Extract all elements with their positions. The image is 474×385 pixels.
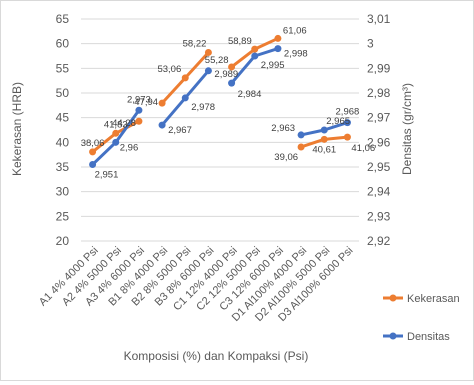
data-label-densitas: 2,951 (95, 170, 119, 181)
data-point-kekerasan (251, 45, 259, 53)
y2-tick-label: 2,92 (367, 234, 391, 248)
data-label-kekerasan: 47,94 (134, 97, 158, 108)
y-tick-label: 50 (56, 86, 70, 100)
data-label-kekerasan: 58,22 (183, 38, 207, 49)
legend: Kekerasan Densitas (383, 293, 460, 343)
y2-tick-label: 3 (367, 37, 374, 51)
data-label-kekerasan: 40,61 (312, 144, 336, 155)
y-axis-left-ticks: 20 25 30 35 40 45 50 55 60 65 (56, 12, 70, 248)
data-point-kekerasan (274, 34, 282, 42)
legend-item-densitas: Densitas (383, 331, 450, 343)
data-point-kekerasan (297, 143, 305, 151)
data-point-kekerasan (158, 99, 166, 107)
data-label-kekerasan: 41,83 (104, 119, 128, 130)
data-point-densitas (251, 52, 259, 60)
data-label-kekerasan: 41,06 (351, 143, 375, 154)
y-tick-label: 20 (56, 234, 70, 248)
y2-tick-label: 2,93 (367, 209, 391, 223)
legend-label-densitas: Densitas (407, 331, 450, 343)
data-label-densitas: 2,984 (238, 89, 262, 100)
data-point-densitas (204, 67, 212, 75)
y-tick-label: 55 (56, 61, 70, 75)
y-axis-right-ticks: 2,92 2,93 2,94 2,95 2,96 2,97 2,98 2,99 3 3,01 (367, 12, 391, 248)
y-tick-label: 45 (56, 111, 70, 125)
y-tick-label: 30 (56, 185, 70, 199)
data-label-densitas: 2,989 (214, 69, 238, 80)
data-label-kekerasan: 55,28 (205, 55, 229, 66)
data-point-kekerasan (112, 129, 120, 137)
data-point-densitas (135, 106, 143, 114)
data-point-kekerasan (181, 74, 189, 82)
data-point-densitas (112, 138, 120, 146)
data-point-kekerasan (228, 63, 236, 71)
data-label-densitas: 2,96 (120, 142, 139, 153)
y2-tick-label: 2,99 (367, 61, 391, 75)
data-point-densitas (228, 79, 236, 87)
y-axis-title: Kekerasan (HRB) (10, 82, 24, 176)
data-label-densitas: 2,995 (261, 60, 285, 71)
y2-tick-label: 2,98 (367, 86, 391, 100)
data-point-densitas (89, 161, 97, 169)
data-point-densitas (320, 126, 328, 134)
y2-axis-title: Densitas (gr/cm³) (400, 83, 414, 175)
data-point-densitas (343, 119, 351, 127)
data-label-densitas: 2,973 (127, 94, 151, 105)
y2-tick-label: 2,97 (367, 111, 391, 125)
data-point-kekerasan (89, 148, 97, 156)
data-point-kekerasan (343, 133, 351, 141)
data-point-densitas (297, 131, 305, 139)
data-point-densitas (181, 94, 189, 102)
data-label-kekerasan: 61,06 (283, 25, 307, 36)
series-lines (89, 34, 351, 169)
x-axis-title: Komposisi (%) dan Kompaksi (Psi) (124, 349, 309, 363)
data-point-kekerasan (320, 135, 328, 143)
data-label-densitas: 2,968 (336, 107, 360, 118)
data-label-kekerasan: 58,89 (228, 36, 252, 47)
y-tick-label: 25 (56, 209, 70, 223)
y2-tick-label: 3,01 (367, 12, 391, 26)
y2-tick-label: 2,95 (367, 160, 391, 174)
data-point-densitas (158, 121, 166, 129)
y2-tick-label: 2,96 (367, 135, 391, 149)
data-label-densitas: 2,998 (284, 49, 308, 60)
data-label-densitas: 2,967 (168, 125, 192, 136)
data-label-densitas: 2,965 (326, 116, 350, 127)
y-tick-label: 65 (56, 12, 70, 26)
data-label-kekerasan: 53,06 (157, 64, 181, 75)
data-label-kekerasan: 39,06 (274, 152, 298, 163)
legend-item-kekerasan: Kekerasan (383, 293, 460, 305)
y-tick-label: 40 (56, 135, 70, 149)
data-label-densitas: 2,963 (271, 123, 295, 134)
data-point-kekerasan (204, 48, 212, 56)
y2-tick-label: 2,94 (367, 185, 391, 199)
data-label-kekerasan: 38,06 (81, 138, 105, 149)
y-tick-label: 35 (56, 160, 70, 174)
data-label-densitas: 2,978 (191, 102, 215, 113)
gridlines (81, 18, 359, 242)
data-point-densitas (274, 45, 282, 53)
data-point-kekerasan (135, 117, 143, 125)
y-tick-label: 60 (56, 37, 70, 51)
legend-label-kekerasan: Kekerasan (407, 293, 460, 305)
data-label-kekerasan: 44,28 (112, 118, 136, 129)
